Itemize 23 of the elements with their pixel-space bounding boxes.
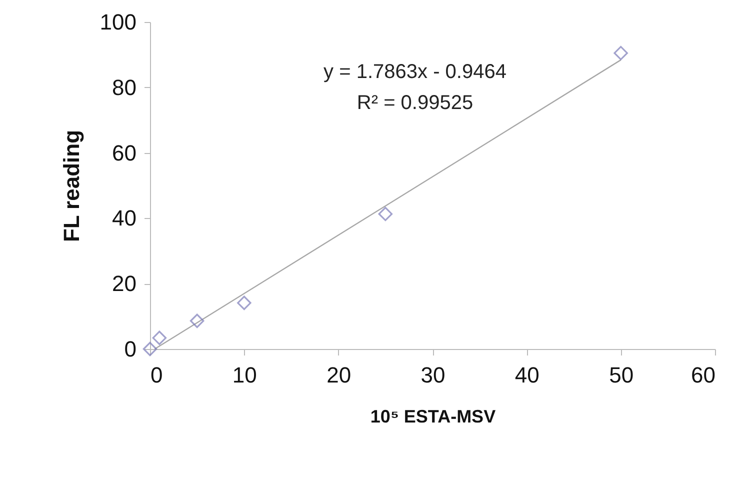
x-tick-label: 0 — [150, 362, 163, 388]
x-tick-label: 60 — [691, 362, 716, 388]
annotation: R² = 0.99525 — [356, 92, 474, 114]
point — [237, 296, 252, 310]
x-axis-title: 10⁵ ESTA-MSV — [370, 406, 496, 426]
y-axis-title: FL reading — [58, 130, 84, 242]
annotation: y = 1.7863x - 0.9464 — [324, 61, 506, 83]
point — [378, 206, 393, 222]
x-tick-label: 20 — [326, 362, 352, 388]
x-tick-label: 30 — [420, 362, 446, 388]
point — [614, 46, 628, 60]
y-tick-label: 100 — [100, 10, 136, 34]
x-tick-label: 10 — [232, 362, 257, 388]
y-tick-label: 60 — [112, 140, 136, 166]
point — [142, 342, 158, 356]
y-tick-label: 20 — [112, 271, 136, 296]
x-tick-label: 40 — [514, 362, 540, 388]
y-tick-label: 0 — [124, 336, 136, 362]
y-tick-label: 40 — [112, 206, 136, 231]
point — [152, 330, 167, 346]
point — [190, 314, 204, 328]
y-tick-label: 80 — [112, 74, 136, 100]
x-tick-label: 50 — [609, 362, 634, 388]
